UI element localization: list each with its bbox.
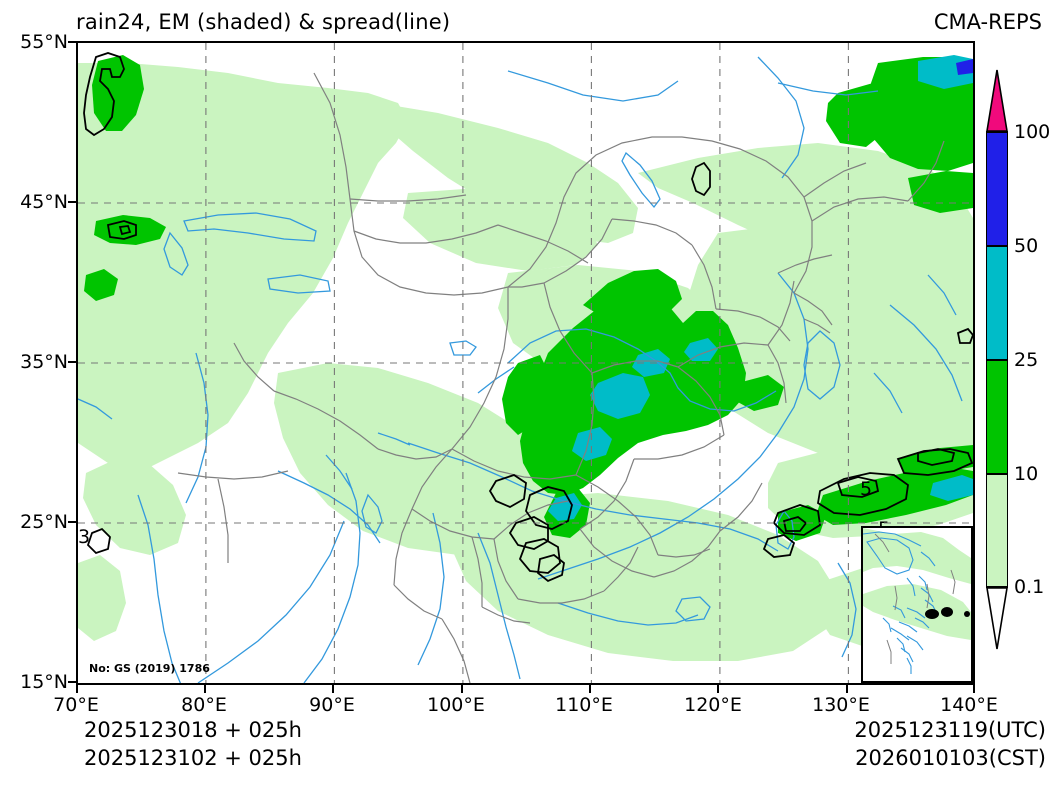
xtick-mark-120e (717, 685, 719, 693)
xtick-mark-80e (204, 685, 206, 693)
footer-init-time-utc: 2025123018 + 025h (84, 718, 302, 742)
contour-label-5: 5 (860, 478, 872, 500)
ytick-mark-45n (68, 201, 76, 203)
ytick-label-15n: 15°N (20, 671, 68, 693)
colorbar-tick-50: 50 (1014, 235, 1039, 257)
colorbar-line-0.1 (986, 586, 1008, 588)
colorbar-underflow-arrow (986, 587, 1008, 650)
colorbar-tick-0.1: 0.1 (1014, 576, 1045, 598)
inset-shading (863, 528, 971, 640)
map-watermark: No: GS (2019) 1786 (89, 662, 210, 675)
xtick-label-120e: 120°E (684, 694, 742, 716)
footer-valid-time-cst: 2026010103(CST) (855, 746, 1046, 770)
colorbar-segment-0.1-10 (986, 474, 1008, 587)
map-svg: 5 5 3 (78, 43, 973, 683)
footer-valid-time-utc: 2025123119(UTC) (854, 718, 1046, 742)
ytick-mark-35n (68, 361, 76, 363)
xtick-label-70e: 70°E (53, 694, 99, 716)
colorbar-segment-10-25 (986, 360, 1008, 474)
footer: 2025123018 + 025h 2025123102 + 025h 2025… (0, 718, 1064, 782)
shading-band-50-100 (956, 59, 973, 75)
inset-islands (925, 607, 970, 619)
xtick-mark-140e (973, 685, 975, 693)
ytick-mark-55n (68, 41, 76, 43)
coastline-rivers (78, 56, 963, 683)
inset-svg (863, 528, 971, 681)
colorbar-tick-10: 10 (1014, 463, 1039, 485)
inset-borders (874, 533, 956, 664)
colorbar-line-25 (986, 359, 1008, 361)
inset-coastline (863, 531, 938, 674)
ytick-label-45n: 45°N (20, 191, 68, 213)
colorbar-tick-25: 25 (1014, 349, 1039, 371)
ytick-mark-15n (68, 681, 76, 683)
colorbar-segment-25-50 (986, 246, 1008, 360)
page-title: rain24, EM (shaded) & spread(line) (76, 10, 451, 34)
colorbar-line-100 (986, 131, 1008, 133)
footer-init-time-cst: 2025123102 + 025h (84, 746, 302, 770)
xtick-label-80e: 80°E (181, 694, 227, 716)
admin-borders (177, 72, 945, 683)
xtick-label-140e: 140°E (940, 694, 998, 716)
ytick-label-25n: 25°N (20, 511, 68, 533)
grid-lines (78, 43, 973, 683)
colorbar (986, 132, 1008, 587)
colorbar-tick-100: 100 (1014, 121, 1051, 143)
xtick-mark-130e (846, 685, 848, 693)
colorbar-line-50 (986, 245, 1008, 247)
south-china-sea-inset (861, 526, 973, 683)
contour-label-3: 3 (78, 526, 90, 548)
xtick-mark-110e (589, 685, 591, 693)
xtick-label-130e: 130°E (812, 694, 870, 716)
xtick-mark-100e (461, 685, 463, 693)
colorbar-segment-50-100 (986, 132, 1008, 246)
ytick-label-35n: 35°N (20, 351, 68, 373)
map-plot-area: 5 5 3 (76, 41, 975, 685)
xtick-label-110e: 110°E (555, 694, 613, 716)
colorbar-overflow-arrow (986, 69, 1008, 132)
xtick-mark-70e (76, 685, 78, 693)
colorbar-line-10 (986, 473, 1008, 475)
ytick-mark-25n (68, 521, 76, 523)
xtick-label-100e: 100°E (427, 694, 485, 716)
ytick-label-55n: 55°N (20, 31, 68, 53)
spread-contours (83, 52, 973, 583)
model-label: CMA-REPS (933, 10, 1042, 34)
xtick-mark-90e (332, 685, 334, 693)
xtick-label-90e: 90°E (309, 694, 355, 716)
